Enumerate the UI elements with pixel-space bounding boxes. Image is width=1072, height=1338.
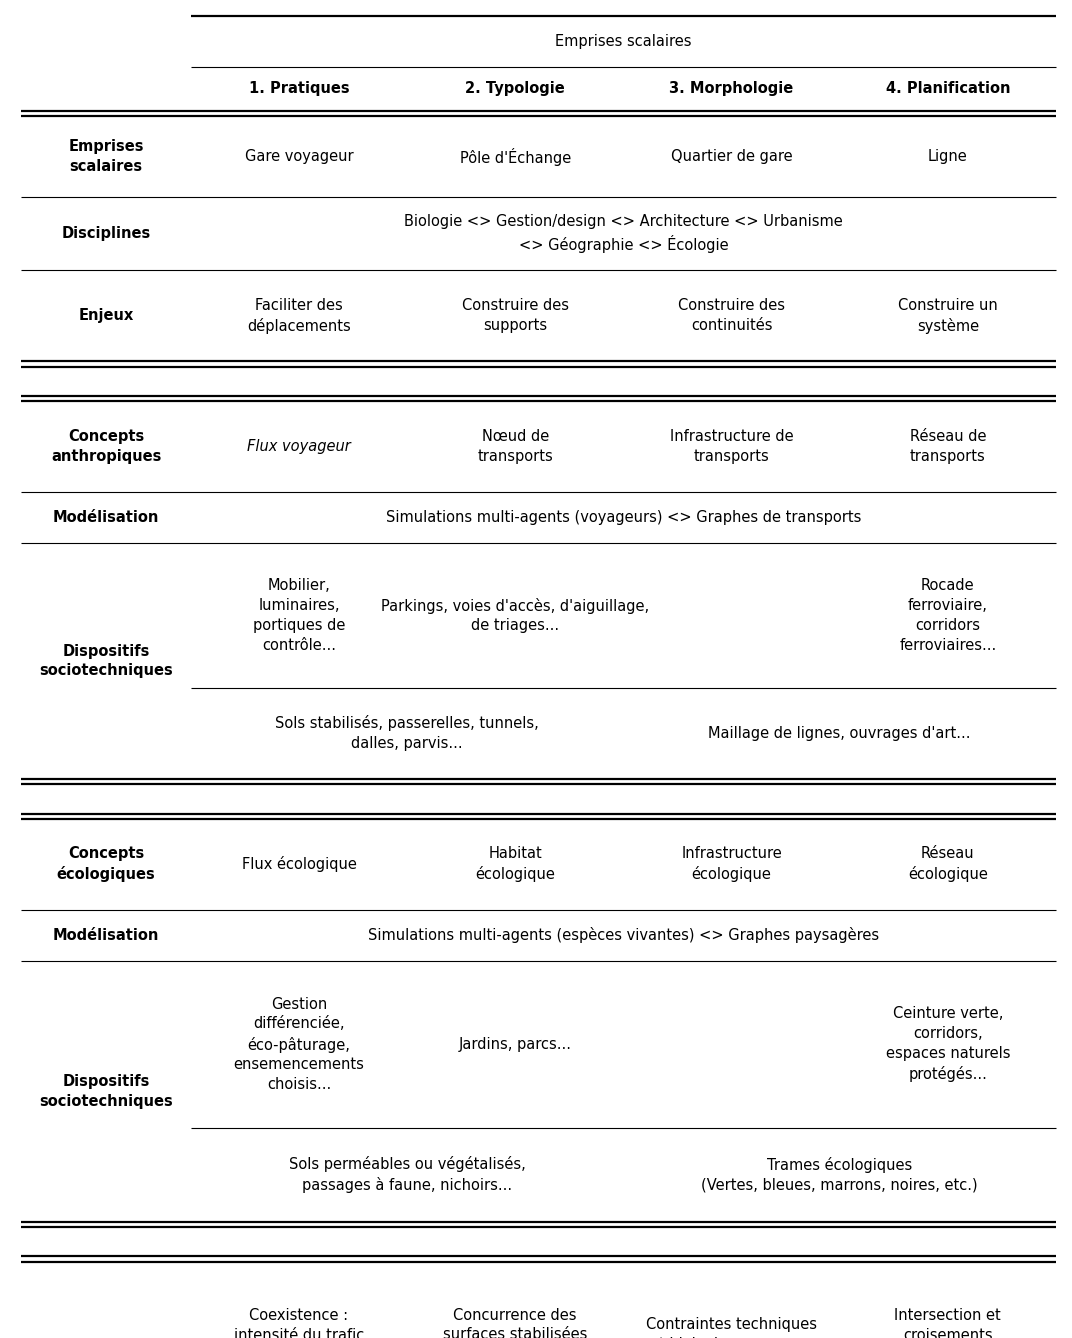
Text: Simulations multi-agents (espèces vivantes) <> Graphes paysagères: Simulations multi-agents (espèces vivant… xyxy=(368,927,879,943)
Text: Ceinture verte,
corridors,
espaces naturels
protégés...: Ceinture verte, corridors, espaces natur… xyxy=(885,1006,1010,1082)
Text: Intersection et
croisements
des corridors
(Ferroviaire et
de biodiversité): Intersection et croisements des corridor… xyxy=(891,1309,1006,1338)
Text: Nœud de
transports: Nœud de transports xyxy=(477,429,553,464)
Text: Concepts
écologiques: Concepts écologiques xyxy=(57,846,155,883)
Text: Infrastructure
écologique: Infrastructure écologique xyxy=(681,846,781,883)
Text: Emprises
scalaires: Emprises scalaires xyxy=(69,139,144,174)
Text: Ligne: Ligne xyxy=(928,149,968,165)
Text: Emprises scalaires: Emprises scalaires xyxy=(555,33,691,50)
Text: Gestion
différenciée,
éco-pâturage,
ensemencements
choisis...: Gestion différenciée, éco-pâturage, ense… xyxy=(234,997,364,1092)
Text: Disciplines: Disciplines xyxy=(61,226,151,241)
Text: Biologie <> Gestion/design <> Architecture <> Urbanisme
<> Géographie <> Écologi: Biologie <> Gestion/design <> Architectu… xyxy=(404,214,843,253)
Text: Coexistence :
intensité du trafic
voyageur vs conduites
d'évitement des
non-huma: Coexistence : intensité du trafic voyage… xyxy=(215,1309,382,1338)
Text: Trames écologiques
(Vertes, bleues, marrons, noires, etc.): Trames écologiques (Vertes, bleues, marr… xyxy=(701,1157,978,1192)
Text: Mobilier,
luminaires,
portiques de
contrôle...: Mobilier, luminaires, portiques de contr… xyxy=(253,578,345,653)
Text: Modélisation: Modélisation xyxy=(53,510,160,526)
Text: 2. Typologie: 2. Typologie xyxy=(465,82,565,96)
Text: Construire des
continuités: Construire des continuités xyxy=(678,298,785,333)
Text: Flux écologique: Flux écologique xyxy=(241,856,356,872)
Text: Concepts
anthropiques: Concepts anthropiques xyxy=(51,429,161,464)
Text: 4. Planification: 4. Planification xyxy=(885,82,1010,96)
Text: Parkings, voies d'accès, d'aiguillage,
de triages...: Parkings, voies d'accès, d'aiguillage, d… xyxy=(382,598,650,633)
Text: Infrastructure de
transports: Infrastructure de transports xyxy=(670,429,793,464)
Text: Sols perméables ou végétalisés,
passages à faune, nichoirs...: Sols perméables ou végétalisés, passages… xyxy=(288,1156,525,1193)
Text: Enjeux: Enjeux xyxy=(78,308,134,324)
Text: 1. Pratiques: 1. Pratiques xyxy=(249,82,349,96)
Text: Contraintes techniques
et biologiques propres
à chacune des emprises
infrastruct: Contraintes techniques et biologiques pr… xyxy=(642,1318,821,1338)
Text: Construire des
supports: Construire des supports xyxy=(462,298,569,333)
Text: Réseau de
transports: Réseau de transports xyxy=(909,429,986,464)
Text: Quartier de gare: Quartier de gare xyxy=(671,149,792,165)
Text: Construire un
système: Construire un système xyxy=(898,297,998,334)
Text: Concurrence des
surfaces stabilisées
pour les flux humains
et végétalisées pour
: Concurrence des surfaces stabilisées pou… xyxy=(427,1307,604,1338)
Text: Sols stabilisés, passerelles, tunnels,
dalles, parvis...: Sols stabilisés, passerelles, tunnels, d… xyxy=(276,716,539,751)
Text: Habitat
écologique: Habitat écologique xyxy=(475,846,555,883)
Text: Rocade
ferroviaire,
corridors
ferroviaires...: Rocade ferroviaire, corridors ferroviair… xyxy=(899,578,996,653)
Text: Jardins, parcs...: Jardins, parcs... xyxy=(459,1037,571,1052)
Text: Flux voyageur: Flux voyageur xyxy=(247,439,351,455)
Text: Gare voyageur: Gare voyageur xyxy=(244,149,354,165)
Text: Modélisation: Modélisation xyxy=(53,927,160,943)
Text: Faciliter des
déplacements: Faciliter des déplacements xyxy=(247,297,351,334)
Text: Réseau
écologique: Réseau écologique xyxy=(908,846,987,883)
Text: Maillage de lignes, ouvrages d'art...: Maillage de lignes, ouvrages d'art... xyxy=(709,725,971,741)
Text: Dispositifs
sociotechniques: Dispositifs sociotechniques xyxy=(40,644,173,678)
Text: 3. Morphologie: 3. Morphologie xyxy=(669,82,793,96)
Text: Simulations multi-agents (voyageurs) <> Graphes de transports: Simulations multi-agents (voyageurs) <> … xyxy=(386,510,861,526)
Text: Pôle d'Échange: Pôle d'Échange xyxy=(460,147,571,166)
Text: Dispositifs
sociotechniques: Dispositifs sociotechniques xyxy=(40,1073,173,1109)
